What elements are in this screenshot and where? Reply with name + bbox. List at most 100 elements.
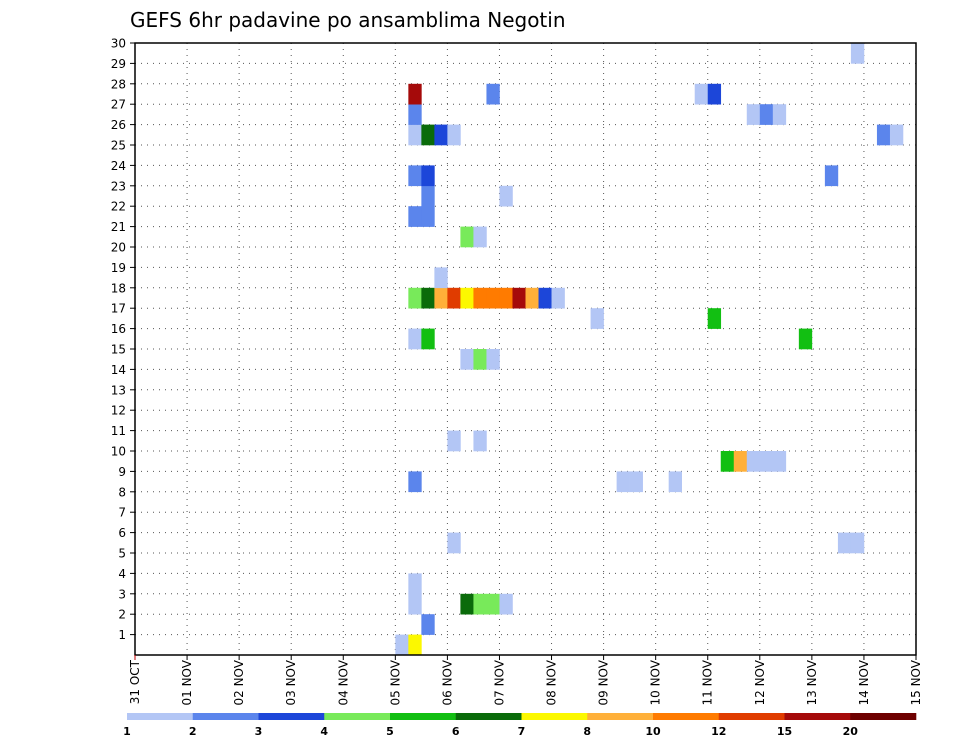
- x-tick-label: 05 NOV: [388, 659, 402, 705]
- x-tick-label: 11 NOV: [701, 659, 715, 705]
- precip-cell: [473, 593, 487, 615]
- precip-cell: [759, 451, 774, 472]
- colorbar-label: 15: [777, 725, 792, 738]
- precip-cell: [512, 287, 526, 309]
- precip-cell: [460, 226, 474, 248]
- precip-cell: [629, 471, 643, 493]
- colorbar-label: 4: [320, 725, 328, 738]
- colorbar-swatch: [455, 713, 522, 720]
- y-tick-label: 30: [111, 37, 126, 51]
- precip-cell: [473, 349, 487, 370]
- y-tick-label: 24: [111, 159, 126, 173]
- precip-cell: [395, 634, 409, 656]
- precip-cell: [408, 83, 422, 105]
- precip-cell: [746, 451, 761, 472]
- y-axis-ticks: 1234567891011121314151617181920212223242…: [111, 37, 135, 642]
- precip-cell: [408, 471, 422, 493]
- colorbar-swatch: [850, 713, 917, 720]
- y-tick-label: 15: [111, 343, 126, 357]
- precip-cell: [421, 328, 435, 350]
- precip-cell: [408, 328, 422, 350]
- precip-cell: [434, 287, 448, 309]
- precip-cell: [408, 573, 422, 595]
- y-tick-label: 18: [111, 281, 126, 295]
- precip-cell: [824, 165, 839, 187]
- precip-cell: [434, 124, 448, 146]
- precip-cell: [447, 532, 461, 554]
- y-tick-label: 11: [111, 424, 126, 438]
- colorbar-swatch: [521, 713, 588, 720]
- precip-cell: [889, 124, 904, 146]
- precip-cell: [447, 287, 461, 309]
- x-tick-label: 12 NOV: [753, 659, 767, 705]
- colorbar-label: 20: [843, 725, 859, 738]
- precipitation-cells: [395, 43, 904, 656]
- y-tick-label: 21: [111, 220, 126, 234]
- x-tick-label: 09 NOV: [597, 659, 611, 705]
- precip-cell: [486, 593, 500, 615]
- x-tick-label: 31 OCT: [128, 659, 142, 704]
- precip-cell: [460, 287, 474, 309]
- y-tick-label: 1: [118, 628, 126, 642]
- precip-cell: [876, 124, 891, 146]
- precip-cell: [499, 287, 513, 309]
- x-tick-label: 07 NOV: [492, 659, 506, 705]
- precip-cell: [486, 349, 500, 370]
- precip-cell: [707, 308, 722, 329]
- precip-cell: [772, 104, 787, 125]
- y-tick-label: 29: [111, 57, 126, 71]
- precip-cell: [590, 308, 604, 329]
- precip-cell: [525, 287, 539, 309]
- y-tick-label: 2: [118, 608, 126, 622]
- precip-cell: [486, 287, 500, 309]
- x-tick-label: 14 NOV: [857, 659, 871, 705]
- x-tick-label: 06 NOV: [440, 659, 454, 705]
- colorbar-label: 5: [386, 725, 394, 738]
- y-tick-label: 8: [118, 485, 126, 499]
- x-tick-label: 13 NOV: [805, 659, 819, 705]
- precip-cell: [707, 83, 722, 105]
- y-tick-label: 20: [111, 241, 126, 255]
- colorbar-label: 3: [255, 725, 263, 738]
- precip-cell: [850, 43, 865, 64]
- precip-cell: [499, 185, 513, 207]
- colorbar-label: 6: [452, 725, 460, 738]
- colorbar-swatch: [390, 713, 457, 720]
- precip-cell: [499, 593, 513, 615]
- y-tick-label: 23: [111, 179, 126, 193]
- y-tick-label: 17: [111, 302, 126, 316]
- precip-cell: [668, 471, 682, 493]
- colorbar-swatch: [718, 713, 785, 720]
- chart-title: GEFS 6hr padavine po ansamblima Negotin: [130, 8, 566, 32]
- x-tick-label: 02 NOV: [232, 659, 246, 705]
- colorbar-swatch: [324, 713, 391, 720]
- colorbar-label: 1: [123, 725, 131, 738]
- precip-cell: [408, 124, 422, 146]
- y-tick-label: 5: [118, 547, 126, 561]
- precip-cell: [421, 614, 435, 635]
- precip-cell: [447, 124, 461, 146]
- precip-cell: [473, 287, 487, 309]
- precip-cell: [473, 430, 487, 452]
- precip-cell: [473, 226, 487, 248]
- precip-cell: [460, 593, 474, 615]
- precip-cell: [759, 104, 774, 125]
- colorbar-swatch: [127, 713, 194, 720]
- x-tick-label: 04 NOV: [336, 659, 350, 705]
- x-tick-label: 15 NOV: [909, 659, 923, 705]
- colorbar-label: 10: [645, 725, 661, 738]
- colorbar-swatch: [653, 713, 720, 720]
- precip-cell: [694, 83, 709, 105]
- precip-cell: [408, 206, 422, 227]
- colorbar-swatch: [258, 713, 325, 720]
- precip-cell: [772, 451, 787, 472]
- colorbar-label: 12: [711, 725, 726, 738]
- colorbar-swatch: [784, 713, 851, 720]
- precip-cell: [733, 451, 748, 472]
- precip-cell: [551, 287, 565, 309]
- precip-cell: [538, 287, 552, 309]
- precip-cell: [421, 206, 435, 227]
- y-tick-label: 19: [111, 261, 126, 275]
- precip-cell: [850, 532, 865, 554]
- precip-cell: [720, 451, 735, 472]
